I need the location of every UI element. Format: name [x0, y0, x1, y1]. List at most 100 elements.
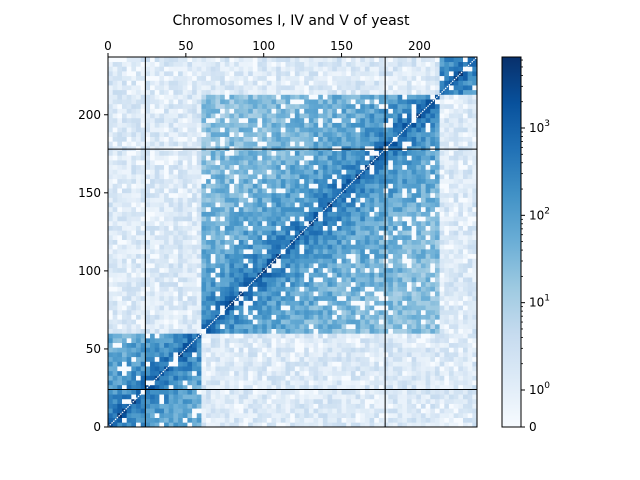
- heatmap-cell: [178, 230, 184, 236]
- heatmap-cell: [369, 211, 375, 217]
- heatmap-cell: [201, 272, 207, 278]
- heatmap-cell: [294, 249, 300, 255]
- heatmap-cell: [257, 277, 263, 283]
- heatmap-cell: [322, 192, 328, 198]
- heatmap-cell: [168, 230, 174, 236]
- heatmap-cell: [136, 333, 142, 339]
- heatmap-cell: [192, 305, 198, 311]
- heatmap-cell: [285, 61, 291, 67]
- heatmap-cell: [355, 234, 361, 240]
- heatmap-cell: [388, 319, 394, 325]
- heatmap-cell: [122, 286, 128, 292]
- heatmap-cell: [276, 230, 282, 236]
- heatmap-cell: [140, 150, 146, 156]
- heatmap-cell: [187, 361, 193, 367]
- heatmap-cell: [210, 57, 216, 63]
- heatmap-cell: [243, 66, 249, 72]
- heatmap-cell: [154, 164, 160, 170]
- heatmap-cell: [178, 323, 184, 329]
- heatmap-cell: [346, 267, 352, 273]
- heatmap-cell: [215, 258, 221, 264]
- heatmap-cell: [304, 342, 310, 348]
- heatmap-cell: [206, 117, 212, 123]
- heatmap-cell: [271, 408, 277, 414]
- heatmap-cell: [374, 366, 380, 372]
- heatmap-cell: [126, 389, 132, 395]
- heatmap-cell: [378, 188, 384, 194]
- heatmap-cell: [220, 412, 226, 418]
- heatmap-cell: [327, 295, 333, 301]
- heatmap-cell: [271, 169, 277, 175]
- heatmap-cell: [154, 403, 160, 409]
- heatmap-cell: [248, 145, 254, 152]
- heatmap-cell: [271, 258, 277, 264]
- heatmap-cell: [131, 389, 137, 395]
- heatmap-cell: [290, 122, 296, 128]
- heatmap-cell: [383, 356, 389, 362]
- heatmap-cell: [313, 192, 319, 198]
- heatmap-cell: [308, 216, 314, 222]
- heatmap-cell: [299, 66, 305, 72]
- heatmap-cell: [374, 197, 380, 203]
- heatmap-cell: [341, 403, 347, 409]
- heatmap-cell: [122, 338, 128, 344]
- heatmap-cell: [243, 263, 249, 269]
- heatmap-cell: [276, 211, 282, 217]
- heatmap-cell: [108, 178, 114, 184]
- heatmap-cell: [257, 122, 263, 128]
- heatmap-cell: [318, 263, 324, 269]
- heatmap-cell: [210, 150, 216, 156]
- heatmap-cell: [336, 323, 342, 329]
- heatmap-cell: [355, 57, 361, 63]
- heatmap-cell: [234, 323, 240, 329]
- heatmap-cell: [234, 338, 240, 344]
- heatmap-cell: [294, 141, 300, 147]
- heatmap-cell: [360, 122, 366, 128]
- heatmap-cell: [392, 192, 398, 198]
- heatmap-cell: [248, 333, 254, 339]
- heatmap-cell: [266, 239, 272, 245]
- heatmap-cell: [154, 89, 160, 95]
- heatmap-cell: [201, 263, 207, 269]
- heatmap-cell: [336, 417, 342, 423]
- heatmap-cell: [266, 66, 272, 72]
- heatmap-cell: [126, 85, 132, 91]
- heatmap-cell: [369, 291, 375, 297]
- heatmap-cell: [154, 234, 160, 240]
- heatmap-cell: [341, 108, 347, 114]
- heatmap-cell: [364, 211, 370, 217]
- heatmap-cell: [350, 225, 356, 231]
- heatmap-cell: [206, 412, 212, 418]
- heatmap-cell: [159, 103, 165, 109]
- heatmap-cell: [257, 141, 263, 147]
- heatmap-cell: [299, 417, 305, 423]
- heatmap-cell: [164, 206, 170, 212]
- heatmap-cell: [117, 183, 123, 189]
- heatmap-cell: [234, 188, 240, 194]
- heatmap-cell: [369, 347, 375, 353]
- heatmap-cell: [210, 136, 216, 142]
- heatmap-cell: [187, 164, 193, 170]
- heatmap-cell: [294, 342, 300, 348]
- heatmap-cell: [182, 375, 188, 381]
- heatmap-cell: [378, 94, 384, 100]
- heatmap-cell: [397, 239, 403, 245]
- heatmap-cell: [154, 145, 160, 152]
- heatmap-cell: [159, 398, 165, 404]
- heatmap-cell: [313, 398, 319, 404]
- heatmap-cell: [271, 80, 277, 86]
- heatmap-cell: [285, 249, 291, 255]
- heatmap-cell: [266, 384, 272, 390]
- heatmap-cell: [150, 394, 156, 400]
- heatmap-cell: [266, 197, 272, 203]
- heatmap-cell: [294, 295, 300, 301]
- heatmap-cell: [313, 300, 319, 306]
- heatmap-cell: [215, 169, 221, 175]
- heatmap-cell: [117, 99, 123, 105]
- heatmap-cell: [187, 356, 193, 362]
- heatmap-cell: [374, 164, 380, 170]
- heatmap-cell: [117, 136, 123, 142]
- heatmap-cell: [248, 347, 254, 353]
- heatmap-cell: [234, 403, 240, 409]
- heatmap-cell: [397, 160, 403, 166]
